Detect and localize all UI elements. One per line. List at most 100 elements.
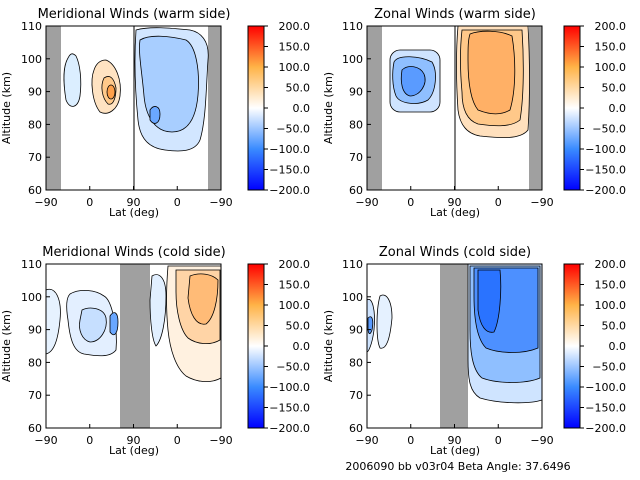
x-tick-label: −90	[34, 196, 57, 209]
x-tick-label: 0	[86, 434, 93, 447]
y-tick-label: 60	[349, 422, 363, 435]
x-tick-label: 90	[448, 434, 462, 447]
no-data-band-left	[46, 26, 61, 190]
x-tick-labels: −90 0 90 0 −90	[34, 186, 233, 209]
contour-negative-core	[149, 106, 161, 124]
colorbar-tick-label: 150.0	[595, 279, 627, 292]
colorbar-tick-label: 50.0	[602, 320, 627, 333]
y-axis-label: Altitude (km)	[0, 310, 13, 382]
x-axis-label: Lat (deg)	[430, 206, 480, 219]
colorbar-gradient	[247, 25, 265, 191]
y-tick-label: 60	[28, 184, 42, 197]
x-tick-label: −90	[34, 434, 57, 447]
colorbar-tick-label: −150.0	[269, 164, 310, 177]
contour-negative-peak	[477, 269, 502, 333]
colorbar-tick-label: 150.0	[279, 41, 311, 54]
no-data-band-right	[529, 26, 542, 190]
y-tick-label: 90	[349, 324, 363, 337]
colorbar-tick-label: −100.0	[269, 143, 310, 156]
panel-zonal-warm: Zonal Winds (warm side) Altitude (km) La…	[322, 7, 554, 219]
y-tick-label: 90	[28, 324, 42, 337]
colorbar-tick-label: 200.0	[595, 20, 627, 33]
contour-negative-inner	[79, 307, 107, 343]
contour-positive-core	[467, 30, 516, 115]
y-tick-label: 60	[28, 422, 42, 435]
x-axis-label: Lat (deg)	[109, 206, 159, 219]
y-tick-labels: 60 70 80 90 100 110	[21, 258, 50, 435]
colorbar-tick-label: −50.0	[592, 123, 626, 136]
colorbar: 200.0 150.0 100.0 50.0 0.0 −50.0 −100.0 −150.0 −…	[247, 20, 311, 197]
colorbar-tick-label: 100.0	[279, 299, 311, 312]
x-tick-label: 0	[407, 434, 414, 447]
colorbar-tick-label: 50.0	[602, 82, 627, 95]
no-data-band-right	[208, 26, 221, 190]
colorbar: 200.0 150.0 100.0 50.0 0.0 −50.0 −100.0 −150.0 −…	[247, 258, 311, 435]
y-tick-label: 80	[349, 356, 363, 369]
y-tick-label: 90	[349, 86, 363, 99]
x-tick-label: 0	[495, 434, 502, 447]
contour-positive-core	[106, 84, 116, 100]
colorbar-tick-label: 100.0	[595, 61, 627, 74]
colorbar-tick-label: −150.0	[585, 402, 626, 415]
colorbar-tick-label: −200.0	[269, 422, 310, 435]
colorbar-tick-label: −100.0	[269, 381, 310, 394]
contour-negative-core	[109, 312, 119, 336]
y-tick-label: 60	[349, 184, 363, 197]
y-tick-label: 80	[28, 118, 42, 131]
panel-meridional-cold: Meridional Winds (cold side) Altitude (k…	[0, 245, 233, 457]
x-tick-label: 0	[495, 196, 502, 209]
colorbar-gradient	[563, 25, 581, 191]
x-tick-labels: −90 0 90 0 −90	[355, 186, 554, 209]
panel-title: Meridional Winds (warm side)	[38, 7, 231, 22]
y-tick-label: 80	[349, 118, 363, 131]
colorbar-tick-label: 0.0	[609, 102, 627, 115]
y-tick-label: 70	[28, 151, 42, 164]
colorbar-gradient	[247, 263, 265, 429]
y-tick-labels: 60 70 80 90 100 110	[342, 20, 371, 197]
colorbar: 200.0 150.0 100.0 50.0 0.0 −50.0 −100.0 −150.0 −…	[563, 258, 627, 435]
colorbar-tick-label: 0.0	[609, 340, 627, 353]
colorbar-tick-label: 150.0	[279, 279, 311, 292]
y-tick-label: 110	[342, 258, 363, 271]
colorbar-tick-label: −100.0	[585, 381, 626, 394]
y-tick-label: 100	[342, 291, 363, 304]
x-tick-label: 0	[86, 196, 93, 209]
y-tick-label: 110	[21, 20, 42, 33]
y-tick-label: 70	[28, 389, 42, 402]
colorbar-tick-label: 200.0	[279, 258, 311, 271]
colorbar-tick-label: 150.0	[595, 41, 627, 54]
x-tick-label: −90	[355, 196, 378, 209]
panel-title: Meridional Winds (cold side)	[42, 245, 225, 260]
x-tick-label: −90	[209, 196, 232, 209]
y-tick-label: 110	[21, 258, 42, 271]
contour-negative	[149, 274, 167, 347]
colorbar-tick-label: 0.0	[293, 340, 311, 353]
x-tick-labels: −90 0 90 0 −90	[34, 424, 233, 447]
colorbar: 200.0 150.0 100.0 50.0 0.0 −50.0 −100.0 −150.0 −…	[563, 20, 627, 197]
y-tick-label: 70	[349, 389, 363, 402]
colorbar-tick-label: −200.0	[585, 422, 626, 435]
x-axis-label: Lat (deg)	[430, 444, 480, 457]
colorbar-tick-label: −100.0	[585, 143, 626, 156]
colorbar-tick-label: 50.0	[286, 320, 311, 333]
colorbar-tick-label: 200.0	[279, 20, 311, 33]
colorbar-tick-label: 100.0	[279, 61, 311, 74]
x-tick-label: −90	[530, 196, 553, 209]
x-axis-label: Lat (deg)	[109, 444, 159, 457]
x-tick-label: 0	[174, 434, 181, 447]
no-data-band	[120, 264, 150, 428]
y-tick-label: 80	[28, 356, 42, 369]
colorbar-tick-label: −50.0	[276, 361, 310, 374]
contour-negative	[45, 288, 61, 355]
colorbar-tick-label: −200.0	[585, 184, 626, 197]
contour-negative	[376, 294, 393, 349]
y-tick-label: 100	[21, 291, 42, 304]
y-tick-label: 100	[342, 53, 363, 66]
y-tick-label: 110	[342, 20, 363, 33]
colorbar-tick-label: 0.0	[293, 102, 311, 115]
y-tick-label: 70	[349, 151, 363, 164]
contour-positive-core	[187, 273, 219, 325]
panel-title: Zonal Winds (warm side)	[374, 7, 536, 22]
x-tick-label: 90	[127, 434, 141, 447]
